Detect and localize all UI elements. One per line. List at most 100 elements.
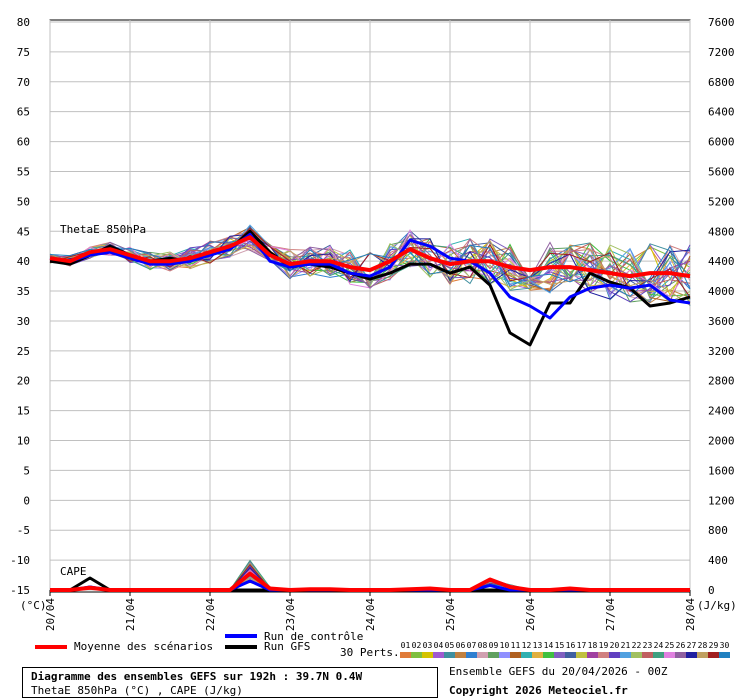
x-tick-label: 28/04 [684,598,697,631]
legend-control-swatch [225,634,257,638]
legend-gfs-swatch [225,645,257,649]
perturbation-swatch [576,652,587,658]
perturbation-swatch [598,652,609,658]
right-tick-label: 1600 [708,464,735,477]
legend-gfs-label: Run GFS [264,640,311,653]
thetae-line-mean [49,235,691,279]
perturbation-number: 30 [719,641,730,650]
perturbation-number: 04 [433,641,444,650]
perturbation-number: 26 [675,641,686,650]
x-tick-label: 24/04 [364,598,377,631]
left-tick-label: 0 [23,494,30,507]
right-tick-label: 4000 [708,285,735,298]
perturbation-number: 01 [400,641,411,650]
perturbation-swatch [411,652,422,658]
right-tick-label: 5200 [708,195,735,208]
perturbation-swatch [532,652,543,658]
perturbation-swatch [675,652,686,658]
right-tick-label: 0 [708,584,715,597]
perturbation-number: 14 [543,641,554,650]
left-tick-label: 70 [17,76,30,89]
perturbation-swatch [400,652,411,658]
perturbation-number: 12 [521,641,532,650]
thetae-line-control [49,232,691,320]
right-tick-label: 1200 [708,494,735,507]
left-tick-label: -15 [10,584,30,597]
perturbation-swatch [697,652,708,658]
legend-mean-label: Moyenne des scénarios [74,640,214,653]
x-axis: 20/04 21/04 22/04 23/04 24/04 25/04 26/04 27/04… [44,590,697,631]
perturbation-number: 15 [554,641,565,650]
right-axis-unit: (J/kg) [697,599,737,612]
perturbation-number: 06 [455,641,466,650]
right-tick-label: 4400 [708,255,735,268]
left-tick-label: 55 [17,165,30,178]
left-tick-label: 30 [17,315,30,328]
right-axis: 7600720068006400600056005200480044004000… [708,16,735,597]
x-tick-label: 22/04 [204,598,217,631]
perturbation-swatch [488,652,499,658]
right-tick-label: 6400 [708,106,735,119]
perturbation-swatches [400,652,730,658]
perturbation-swatch [433,652,444,658]
perturbation-number: 07 [466,641,477,650]
left-tick-label: 10 [17,435,30,448]
perturbation-number: 18 [587,641,598,650]
right-tick-label: 7600 [708,16,735,29]
left-tick-label: 80 [17,16,30,29]
left-tick-label: 40 [17,255,30,268]
perturbation-number: 05 [444,641,455,650]
left-tick-label: 45 [17,225,30,238]
perturbation-swatch [686,652,697,658]
perturbation-number: 11 [510,641,521,650]
perturbation-number: 13 [532,641,543,650]
perturbation-number: 17 [576,641,587,650]
caption-subtitle: ThetaE 850hPa (°C) , CAPE (J/kg) [31,684,243,697]
perturbation-swatch [466,652,477,658]
left-tick-label: -5 [17,524,30,537]
caption-title: Diagramme des ensembles GEFS sur 192h : … [31,670,363,683]
left-tick-label: 60 [17,136,30,149]
perturbation-number: 21 [620,641,631,650]
right-tick-label: 5600 [708,165,735,178]
perturbation-swatch [477,652,488,658]
left-tick-label: 65 [17,106,30,119]
perturbation-swatch [455,652,466,658]
left-tick-label: 50 [17,195,30,208]
cape-line-mean [50,571,690,592]
perturbation-swatch [631,652,642,658]
legend-control-label: Run de contrôle [264,630,364,643]
perturbation-number: 09 [488,641,499,650]
perturbation-swatch [719,652,730,658]
right-tick-label: 2400 [708,405,735,418]
x-tick-label: 27/04 [604,598,617,631]
right-tick-label: 3600 [708,315,735,328]
legend-perts-label: 30 Perts. [340,646,400,659]
perturbation-swatch [708,652,719,658]
perturbation-number: 03 [422,641,433,650]
left-tick-label: 25 [17,345,30,358]
perturbation-number: 29 [708,641,719,650]
right-tick-label: 7200 [708,46,735,59]
perturbation-legend: 0102030405060708091011121314151617181920… [400,640,730,658]
left-tick-label: 5 [23,464,30,477]
right-tick-label: 400 [708,554,728,567]
perturbation-number: 24 [653,641,664,650]
right-tick-label: 3200 [708,345,735,358]
perturbation-number: 27 [686,641,697,650]
perturbation-numbers: 0102030405060708091011121314151617181920… [400,640,730,650]
cape-panel-label: CAPE [60,565,87,578]
left-tick-label: 35 [17,285,30,298]
right-tick-label: 6000 [708,136,735,149]
legend-mean-swatch [35,645,67,649]
x-tick-label: 20/04 [44,598,57,631]
perturbation-number: 28 [697,641,708,650]
left-tick-label: 20 [17,375,30,388]
main-series-lines [49,229,691,592]
perturbation-swatch [444,652,455,658]
caption-box: Diagramme des ensembles GEFS sur 192h : … [22,667,438,698]
right-tick-label: 4800 [708,225,735,238]
perturbation-swatch [609,652,620,658]
perturbation-swatch [653,652,664,658]
